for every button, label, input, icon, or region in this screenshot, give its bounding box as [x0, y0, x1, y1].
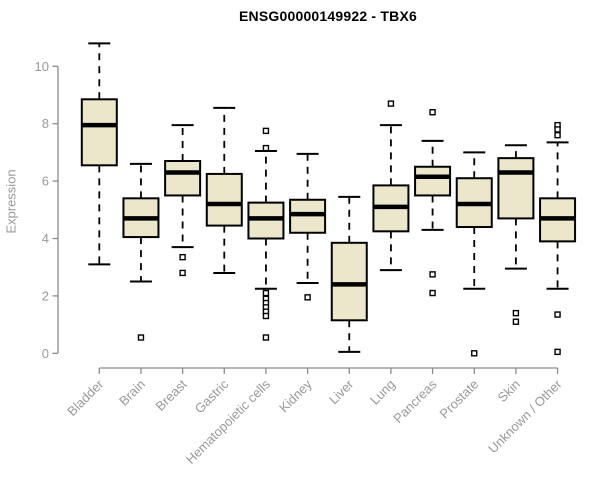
box-breast	[164, 160, 202, 197]
outlier-point	[262, 334, 270, 341]
box-pancreas	[414, 165, 452, 197]
x-tick-label: Skin	[495, 377, 523, 405]
x-tick-label: Lung	[367, 377, 398, 408]
outlier-point	[262, 312, 270, 320]
x-tick-label: Prostate	[437, 377, 482, 422]
outlier-point	[387, 100, 395, 107]
outlier-point	[429, 271, 436, 278]
x-tick-label: Unknown / Other	[485, 376, 565, 456]
box-gastric	[205, 172, 243, 227]
outlier-point	[262, 127, 270, 135]
y-tick-label: 10	[35, 59, 49, 74]
outlier-point	[554, 131, 561, 139]
y-tick-label: 8	[42, 116, 49, 131]
y-tick-label: 6	[42, 174, 49, 189]
x-tick-label: Liver	[326, 376, 357, 407]
outlier-point	[512, 309, 520, 317]
box-bladder	[80, 98, 118, 167]
outlier-point	[179, 269, 186, 277]
x-tick-label: Gastric	[192, 376, 232, 416]
x-tick-label: Pancreas	[390, 376, 440, 426]
outlier-point	[429, 109, 436, 116]
box-skin	[497, 157, 535, 220]
outlier-point	[471, 350, 478, 357]
y-tick-label: 0	[42, 346, 49, 361]
outlier-point	[179, 253, 186, 261]
x-tick-label: Kidney	[276, 376, 315, 415]
y-tick-label: 4	[42, 231, 49, 246]
outlier-point	[304, 294, 311, 301]
outlier-point	[554, 311, 561, 318]
outlier-point	[262, 144, 270, 152]
outlier-point	[137, 334, 145, 341]
box-liver	[330, 241, 368, 322]
x-tick-label: Bladder	[64, 376, 107, 419]
outlier-point	[262, 289, 270, 297]
outlier-point	[429, 289, 436, 297]
chart-title: ENSG00000149922 - TBX6	[239, 8, 417, 24]
x-tick-label: Brain	[116, 377, 148, 409]
outlier-point	[512, 318, 520, 325]
x-tick-label: Breast	[153, 376, 190, 413]
outlier-point	[554, 126, 561, 133]
y-tick-label: 2	[42, 288, 49, 303]
outlier-point	[554, 348, 561, 356]
